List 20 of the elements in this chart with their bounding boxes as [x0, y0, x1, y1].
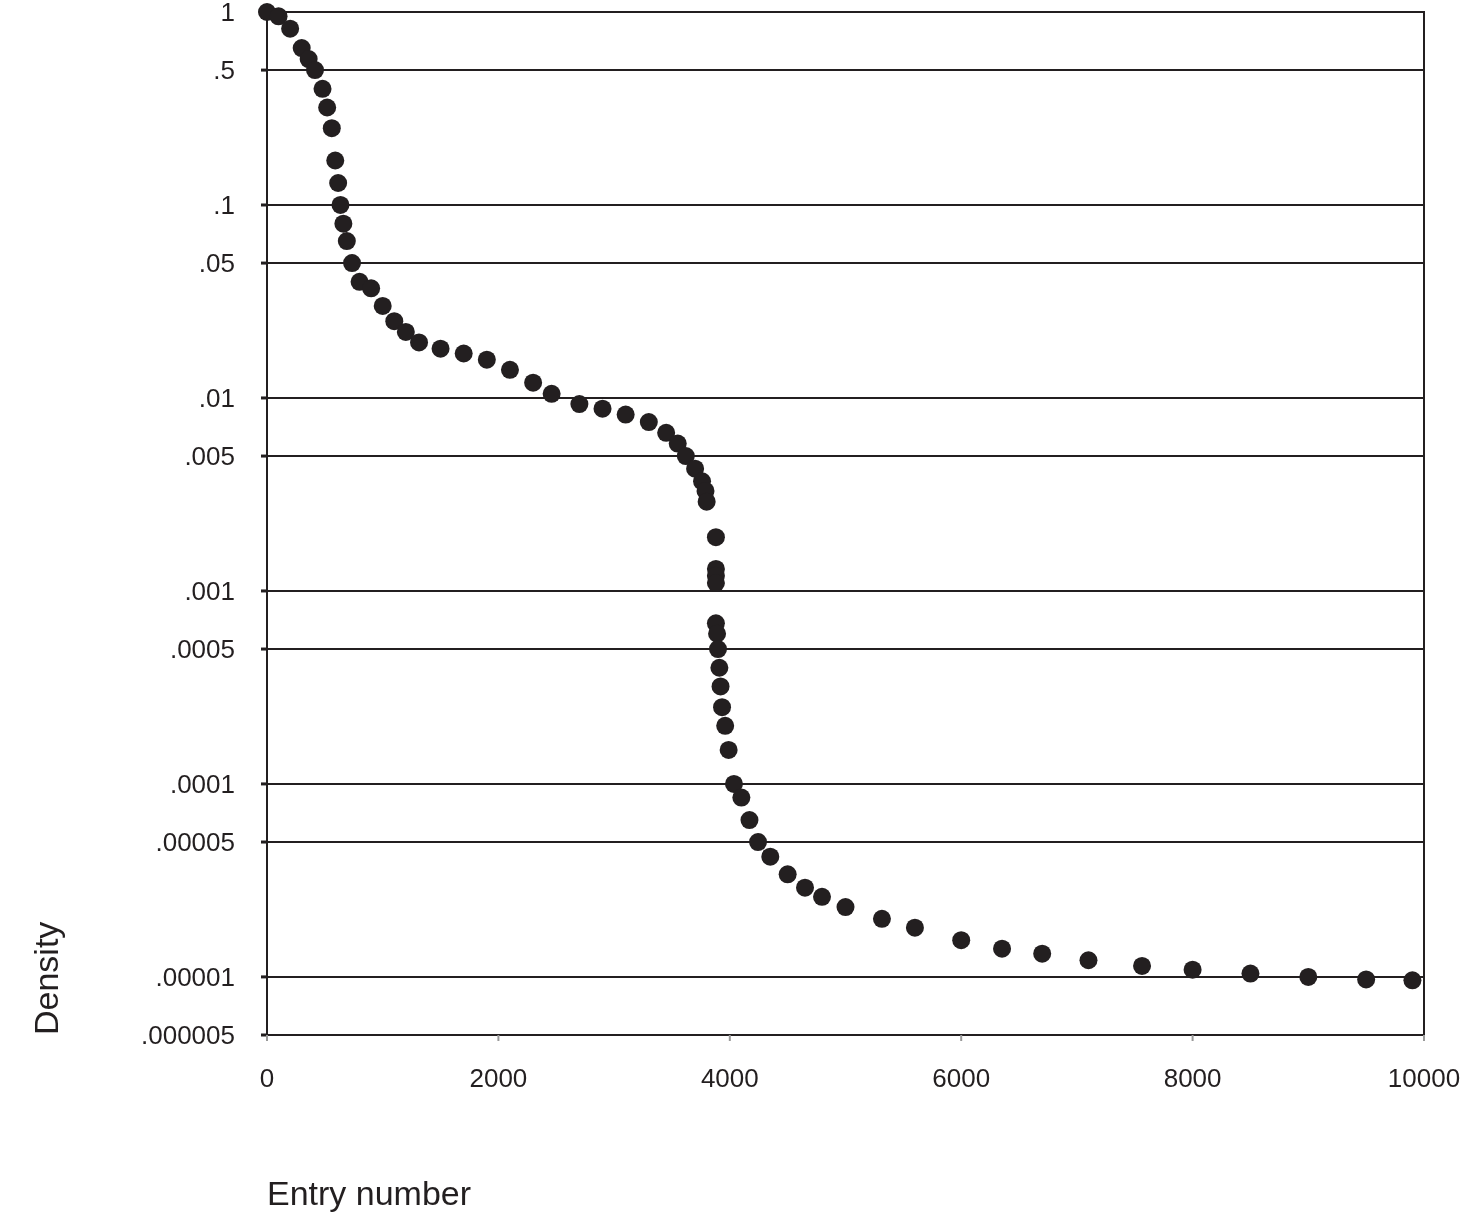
y-tick-label: .00001 [155, 962, 235, 993]
y-tick-label: .0001 [169, 769, 235, 800]
y-tick-label: .005 [184, 441, 235, 472]
y-tick-label: .000005 [141, 1020, 235, 1051]
x-tick-label: 4000 [700, 1063, 759, 1093]
x-tick-label: 8000 [1163, 1063, 1222, 1093]
y-tick-label: .0005 [169, 634, 235, 665]
x-tick-label: 2000 [469, 1063, 528, 1093]
y-axis-title: Density [27, 921, 65, 1035]
x-tick-label: 10000 [1387, 1063, 1461, 1093]
y-tick-label: 1 [220, 0, 235, 28]
y-tick-label: .01 [198, 383, 235, 414]
x-tick-label: 0 [259, 1063, 275, 1093]
y-tick-label: .00005 [155, 827, 235, 858]
x-tick-label: 6000 [932, 1063, 991, 1093]
x-axis-title: Entry number [267, 1174, 472, 1212]
y-tick-label: .001 [184, 576, 235, 607]
y-tick-label: .1 [213, 190, 235, 221]
y-tick-label: .05 [198, 248, 235, 279]
y-tick-label: .5 [213, 55, 235, 86]
